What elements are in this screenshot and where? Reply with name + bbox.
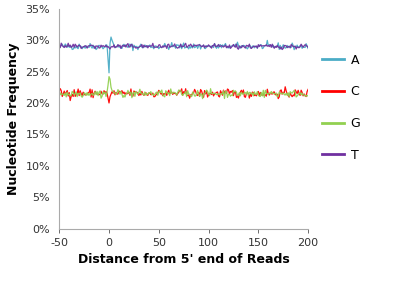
- Y-axis label: Nucleotide Frequency: Nucleotide Frequency: [7, 42, 20, 195]
- X-axis label: Distance from 5' end of Reads: Distance from 5' end of Reads: [78, 253, 290, 266]
- Legend: A, C, G, T: A, C, G, T: [317, 49, 365, 167]
